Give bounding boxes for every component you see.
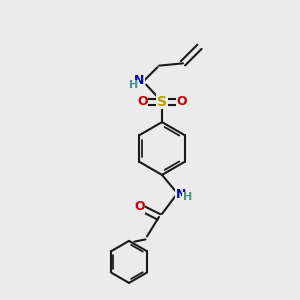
Text: O: O [137,95,148,108]
Text: H: H [130,80,139,90]
Text: N: N [134,74,145,87]
Text: N: N [176,188,186,201]
Text: S: S [157,95,167,109]
Text: O: O [134,200,145,214]
Text: H: H [183,192,192,203]
Text: O: O [176,95,187,108]
